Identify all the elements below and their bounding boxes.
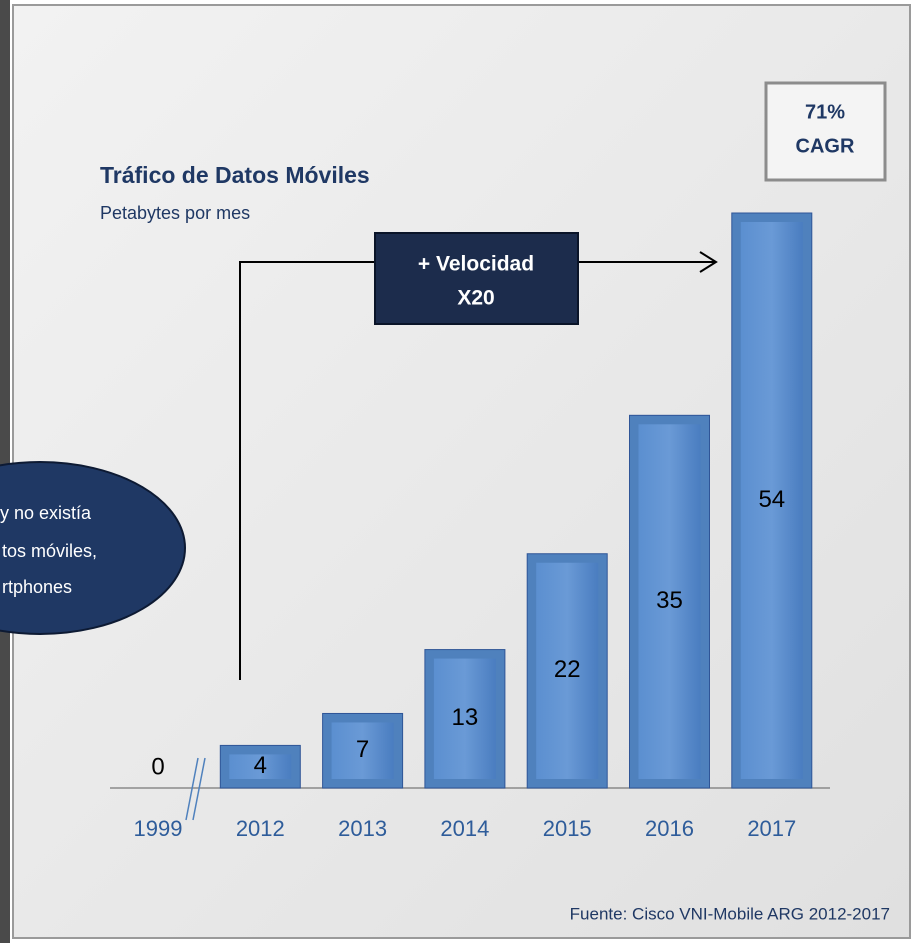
arrow-head <box>699 251 718 273</box>
x-tick-label: 1999 <box>134 816 183 841</box>
value-label: 35 <box>656 587 683 614</box>
value-label: 13 <box>452 704 479 731</box>
bar-face <box>433 658 496 779</box>
cagr-text: 71% <box>805 101 845 123</box>
x-tick-label: 2017 <box>747 816 796 841</box>
value-label: 7 <box>356 736 369 763</box>
value-label: 54 <box>758 486 785 513</box>
chart-title: Tráfico de Datos Móviles <box>100 162 370 188</box>
bar-face <box>331 722 394 779</box>
value-label: 0 <box>151 753 164 780</box>
note-line: rtphones <box>2 577 72 597</box>
note-line: tos móviles, <box>2 541 97 561</box>
note-bubble <box>0 461 186 635</box>
x-tick-label: 2012 <box>236 816 285 841</box>
x-tick-label: 2013 <box>338 816 387 841</box>
source: Fuente: Cisco VNI-Mobile ARG 2012-2017 <box>570 904 890 923</box>
note-line: y no existía <box>0 503 92 523</box>
bar-face <box>740 222 803 779</box>
speed-text: + Velocidad <box>418 253 534 276</box>
chart-subtitle: Petabytes por mes <box>100 203 250 223</box>
axis-break <box>185 757 199 821</box>
x-tick-label: 2015 <box>543 816 592 841</box>
bar-face <box>638 424 701 779</box>
cagr-box <box>764 81 887 182</box>
bar-face <box>536 562 599 779</box>
axis-break <box>192 757 206 821</box>
bar-face <box>229 754 292 779</box>
x-tick-label: 2014 <box>440 816 489 841</box>
speed-box <box>374 232 579 325</box>
speed-text: X20 <box>457 287 494 310</box>
x-tick-label: 2016 <box>645 816 694 841</box>
cagr-text: CAGR <box>796 135 855 157</box>
value-label: 22 <box>554 656 581 683</box>
value-label: 4 <box>254 752 267 779</box>
